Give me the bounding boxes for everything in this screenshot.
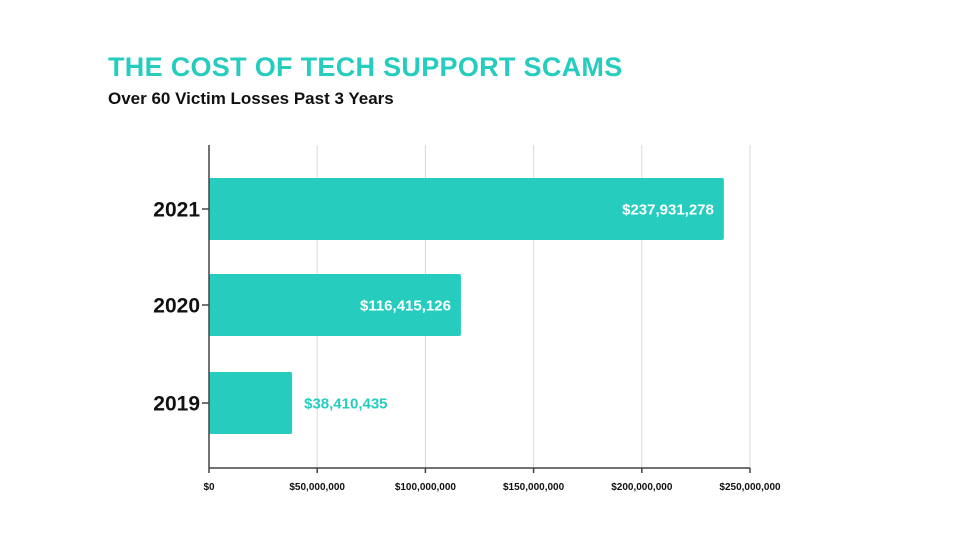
x-tick-label: $250,000,000 (719, 482, 781, 493)
bar (209, 274, 461, 336)
category-label: 2020 (153, 295, 200, 318)
category-label: 2021 (153, 199, 200, 222)
bar (209, 372, 293, 434)
data-label: $237,931,278 (622, 202, 714, 219)
bar (209, 178, 724, 240)
data-label: $38,410,435 (304, 396, 387, 413)
x-tick-label: $0 (203, 482, 215, 493)
category-label: 2019 (153, 393, 200, 416)
x-tick-label: $100,000,000 (395, 482, 457, 493)
x-tick-label: $150,000,000 (503, 482, 565, 493)
x-tick-label: $200,000,000 (611, 482, 673, 493)
data-label: $116,415,126 (360, 298, 451, 315)
chart-title: THE COST OF TECH SUPPORT SCAMS (108, 52, 623, 82)
x-tick-label: $50,000,000 (289, 482, 345, 493)
chart-subtitle: Over 60 Victim Losses Past 3 Years (108, 89, 394, 108)
